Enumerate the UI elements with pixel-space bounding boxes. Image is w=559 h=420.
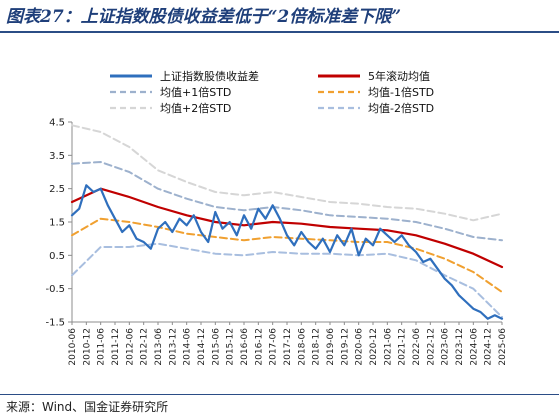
x-tick-label: 2014-06: [183, 328, 193, 366]
x-tick-label: 2010-12: [82, 328, 92, 366]
legend-label-0: 上证指数股债收益差: [160, 69, 259, 83]
y-tick-label: 0.5: [49, 251, 65, 262]
source-note: 来源：Wind、国金证券研究所: [6, 400, 169, 414]
plot-area: [70, 124, 504, 320]
series-line-5: [71, 242, 503, 318]
x-tick-label: 2019-06: [326, 328, 336, 366]
x-tick-label: 2016-12: [254, 328, 264, 366]
legend-label-3: 均值-1倍STD: [368, 85, 434, 99]
x-tick-label: 2016-06: [240, 328, 250, 366]
series-line-4: [71, 124, 503, 222]
x-tick-label: 2012-12: [140, 328, 150, 366]
y-tick-label: -1.5: [45, 318, 65, 329]
x-tick-label: 2015-12: [226, 328, 236, 366]
legend-label-1: 5年滚动均值: [368, 69, 430, 83]
legend-label-4: 均值+2倍STD: [160, 101, 231, 115]
y-tick-label: 4.5: [49, 118, 65, 129]
x-tick-label: 2011-06: [97, 328, 107, 366]
title-underline: [0, 31, 559, 33]
x-tick-label: 2020-12: [369, 328, 379, 366]
x-tick-label: 2018-12: [312, 328, 322, 366]
x-tick-label: 2018-06: [297, 328, 307, 366]
x-tick-label: 2013-12: [168, 328, 178, 366]
series-line-0: [70, 184, 504, 320]
y-tick-label: 3.5: [49, 151, 65, 162]
series-line-3: [71, 217, 503, 293]
x-tick-label: 2022-12: [426, 328, 436, 366]
series-line-1: [70, 187, 504, 269]
series-line-2: [71, 161, 503, 242]
x-tick-label: 2021-12: [398, 328, 408, 366]
x-tick-label: 2013-06: [154, 328, 164, 366]
x-axis: 2010-06 2010-12 2011-06 2011-12 2012-06 2012-…: [68, 321, 508, 366]
x-tick-label: 2025-06: [498, 328, 508, 366]
x-tick-label: 2024-12: [484, 328, 494, 366]
x-tick-label: 2021-06: [383, 328, 393, 366]
footer-rule: [0, 394, 559, 395]
legend-label-2: 均值+1倍STD: [160, 85, 231, 99]
x-tick-label: 2017-06: [269, 328, 279, 366]
legend-label-5: 均值-2倍STD: [368, 101, 434, 115]
x-tick-label: 2010-06: [68, 328, 78, 366]
y-axis: 4.5 3.5 2.5 1.5 0.5 -0.5 -1.5: [45, 118, 73, 329]
x-tick-label: 2024-06: [469, 328, 479, 366]
x-tick-label: 2023-06: [441, 328, 451, 366]
y-tick-label: 2.5: [49, 184, 65, 195]
x-tick-label: 2022-06: [412, 328, 422, 366]
x-tick-label: 2020-06: [355, 328, 365, 366]
x-tick-label: 2023-12: [455, 328, 465, 366]
x-tick-label: 2019-12: [340, 328, 350, 366]
x-tick-label: 2011-12: [111, 328, 121, 366]
x-tick-label: 2015-06: [211, 328, 221, 366]
x-tick-label: 2014-12: [197, 328, 207, 366]
chart-title: 图表27：上证指数股债收益差低于“2倍标准差下限”: [6, 7, 402, 27]
y-tick-label: 1.5: [49, 218, 65, 229]
y-tick-label: -0.5: [45, 284, 65, 295]
x-tick-label: 2012-06: [125, 328, 135, 366]
x-tick-label: 2017-12: [283, 328, 293, 366]
